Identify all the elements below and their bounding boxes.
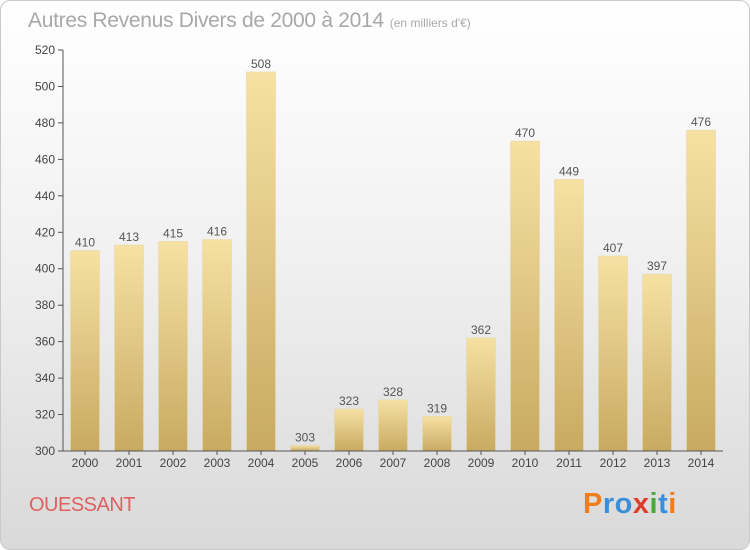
value-label-2003: 416 xyxy=(207,225,227,239)
bar-2005 xyxy=(290,445,320,452)
value-label-2000: 410 xyxy=(75,236,95,250)
logo-letter-4: i xyxy=(649,488,659,520)
x-tick-label-2011: 2011 xyxy=(556,456,582,470)
value-label-2004: 508 xyxy=(251,57,271,71)
bar-2004 xyxy=(246,71,276,452)
value-label-2007: 328 xyxy=(383,385,403,399)
labels-layer: 410 2000 413 2001 415 2002 416 2003 508 2004 303 20… xyxy=(35,43,715,470)
bar-2014 xyxy=(686,129,716,452)
bar-2006 xyxy=(334,408,364,452)
x-tick-label-2013: 2013 xyxy=(644,456,671,470)
x-tick-label-2004: 2004 xyxy=(248,456,275,470)
x-tick-label-2010: 2010 xyxy=(512,456,539,470)
x-tick-label-2006: 2006 xyxy=(336,456,363,470)
x-tick-label-2002: 2002 xyxy=(160,456,187,470)
y-tick-label-420: 420 xyxy=(35,225,55,239)
y-tick-label-460: 460 xyxy=(35,152,55,166)
logo-letter-1: r xyxy=(602,488,615,520)
y-tick-label-400: 400 xyxy=(35,262,55,276)
chart-title-block: Autres Revenus Divers de 2000 à 2014 (en … xyxy=(28,9,471,33)
axes-layer xyxy=(58,49,723,455)
logo-letter-5: t xyxy=(658,488,669,520)
value-label-2010: 470 xyxy=(515,126,535,140)
value-label-2005: 303 xyxy=(295,431,315,445)
y-tick-label-300: 300 xyxy=(35,444,55,458)
x-tick-label-2008: 2008 xyxy=(424,456,451,470)
bar-2012 xyxy=(598,255,628,452)
logo-letter-2: o xyxy=(614,488,633,520)
value-label-2012: 407 xyxy=(603,241,623,255)
value-label-2002: 415 xyxy=(163,226,183,240)
y-tick-label-360: 360 xyxy=(35,335,55,349)
value-label-2013: 397 xyxy=(647,259,667,273)
y-tick-label-440: 440 xyxy=(35,189,55,203)
bar-2011 xyxy=(554,179,584,452)
bar-2008 xyxy=(422,416,452,452)
y-tick-label-340: 340 xyxy=(35,371,55,385)
x-tick-label-2007: 2007 xyxy=(380,456,407,470)
logo-letter-0: P xyxy=(583,488,603,520)
proxiti-logo: Proxiti xyxy=(583,488,677,521)
x-tick-label-2000: 2000 xyxy=(72,456,99,470)
value-label-2001: 413 xyxy=(119,230,139,244)
value-label-2006: 323 xyxy=(339,394,359,408)
y-tick-label-500: 500 xyxy=(35,80,55,94)
y-tick-label-380: 380 xyxy=(35,298,55,312)
logo-letter-6: i xyxy=(668,488,677,520)
chart-subtitle: (en milliers d'€) xyxy=(389,16,471,30)
y-tick-label-320: 320 xyxy=(35,408,55,422)
x-tick-label-2014: 2014 xyxy=(688,456,715,470)
x-tick-label-2012: 2012 xyxy=(600,456,627,470)
bar-2007 xyxy=(378,399,408,452)
x-tick-label-2001: 2001 xyxy=(116,456,143,470)
value-label-2009: 362 xyxy=(471,323,491,337)
bar-2013 xyxy=(642,273,672,452)
bar-2000 xyxy=(70,250,100,452)
commune-name: OUESSANT xyxy=(29,494,136,516)
value-label-2014: 476 xyxy=(691,115,711,129)
bar-2001 xyxy=(114,244,144,452)
y-tick-label-480: 480 xyxy=(35,116,55,130)
x-tick-label-2003: 2003 xyxy=(204,456,231,470)
logo-letter-3: x xyxy=(632,488,650,520)
bars-layer xyxy=(70,71,716,452)
bar-2003 xyxy=(202,239,232,452)
x-tick-label-2009: 2009 xyxy=(468,456,495,470)
x-tick-label-2005: 2005 xyxy=(292,456,319,470)
y-tick-label-520: 520 xyxy=(35,43,55,57)
value-label-2011: 449 xyxy=(559,164,579,178)
chart-title: Autres Revenus Divers de 2000 à 2014 xyxy=(28,9,384,32)
bar-2002 xyxy=(158,241,188,452)
value-label-2008: 319 xyxy=(427,401,447,415)
bar-2009 xyxy=(466,337,496,452)
bar-2010 xyxy=(510,140,540,452)
